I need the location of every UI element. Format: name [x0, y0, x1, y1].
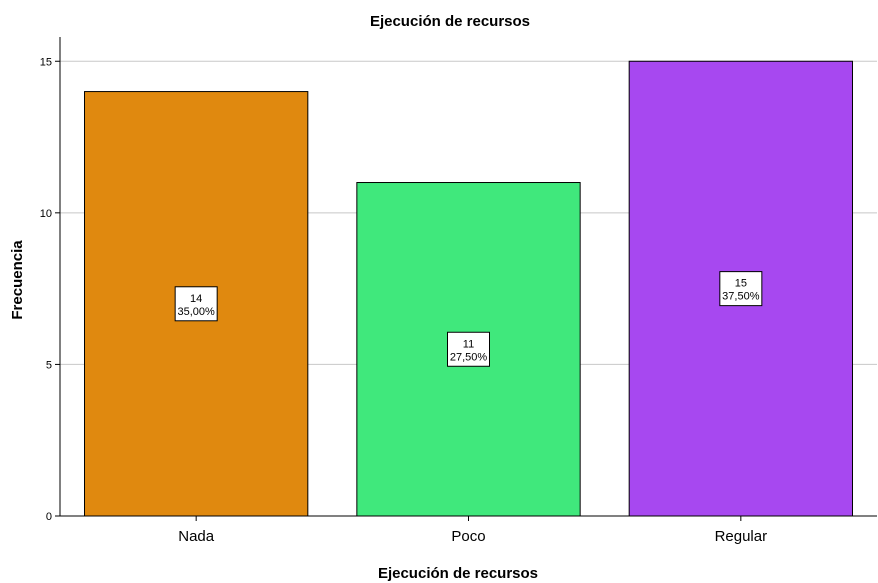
- data-label-percent: 35,00%: [178, 306, 216, 318]
- x-axis-title: Ejecución de recursos: [378, 565, 538, 582]
- data-label-box: [447, 331, 490, 367]
- x-category-label: Poco: [451, 528, 485, 545]
- y-axis-title: Frecuencia: [9, 240, 26, 320]
- y-tick-label: 10: [40, 208, 52, 220]
- data-label-percent: 37,50%: [722, 291, 760, 303]
- y-tick-label: 0: [46, 511, 52, 523]
- chart-title: Ejecución de recursos: [370, 13, 530, 30]
- data-label-count: 15: [735, 278, 747, 290]
- x-category-label: Regular: [715, 528, 768, 545]
- data-label-box: [174, 286, 218, 322]
- data-label-box: [719, 271, 763, 307]
- data-label-count: 11: [463, 338, 474, 350]
- data-label-percent: 27,50%: [450, 351, 488, 363]
- x-categories: Nada Poco Regular: [178, 516, 767, 545]
- y-ticks: 0 5 10 15: [40, 56, 60, 523]
- y-tick-label: 15: [40, 56, 52, 68]
- data-label-count: 14: [190, 293, 202, 305]
- x-category-label: Nada: [178, 528, 215, 545]
- y-tick-label: 5: [46, 359, 52, 371]
